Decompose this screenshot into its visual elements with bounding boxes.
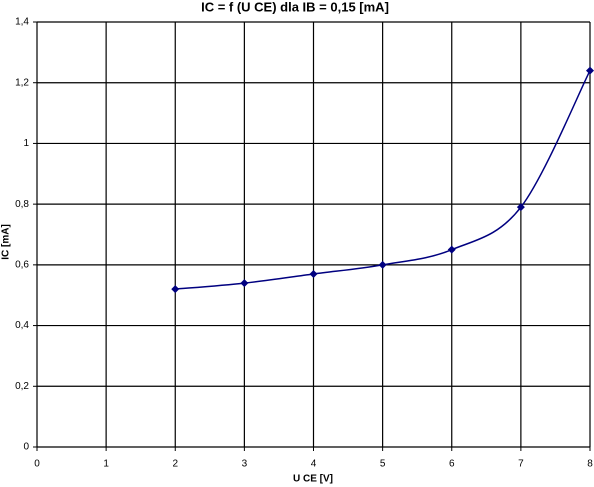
- x-tick-label: 3: [242, 459, 248, 470]
- marker: [516, 203, 525, 212]
- x-tick-label: 5: [380, 459, 386, 470]
- marker: [309, 269, 318, 278]
- x-tick-label: 6: [449, 459, 455, 470]
- x-tick-label: 8: [587, 459, 593, 470]
- y-axis-title: IC [mA]: [1, 224, 12, 260]
- y-tick-label: 0,2: [15, 381, 29, 392]
- x-tick-label: 7: [518, 459, 524, 470]
- x-tick-label: 2: [172, 459, 178, 470]
- y-tick-label: 0,6: [15, 259, 29, 270]
- marker: [171, 285, 180, 294]
- x-tick-label: 4: [311, 459, 317, 470]
- y-tick-label: 1,4: [15, 17, 29, 28]
- x-axis-title: U CE [V]: [293, 474, 333, 485]
- marker: [378, 260, 387, 269]
- x-tick-label: 0: [34, 459, 40, 470]
- y-tick-label: 0,4: [15, 320, 29, 331]
- y-tick-label: 1: [23, 138, 29, 149]
- y-tick-label: 1,2: [15, 77, 29, 88]
- marker: [447, 245, 456, 254]
- x-tick-label: 1: [103, 459, 109, 470]
- marker: [586, 66, 594, 75]
- chart-title: IC = f (U CE) dla IB = 0,15 [mA]: [201, 0, 389, 14]
- marker: [240, 279, 249, 288]
- y-tick-label: 0,8: [15, 199, 29, 210]
- y-tick-label: 0: [23, 442, 29, 453]
